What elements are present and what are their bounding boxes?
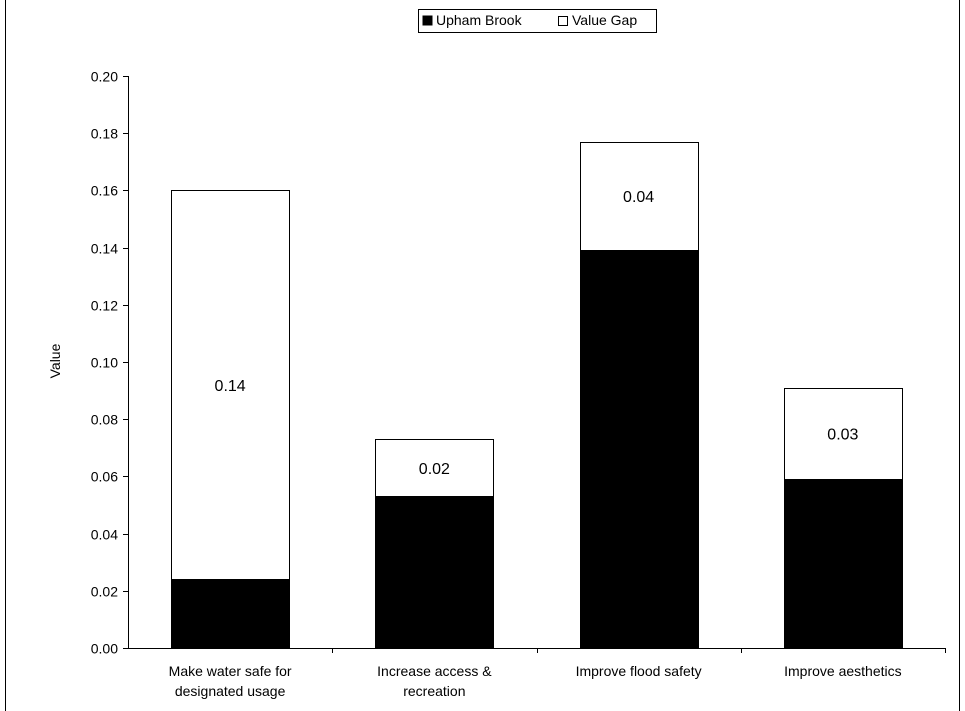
bar-value-gap xyxy=(580,142,699,251)
y-tick-label: 0.20 xyxy=(91,69,118,85)
y-tick-label: 0.12 xyxy=(91,298,118,314)
data-label: 0.04 xyxy=(623,189,654,206)
y-axis-label: Value xyxy=(47,343,63,378)
y-tick-label: 0.18 xyxy=(91,126,118,142)
y-tick-label: 0.02 xyxy=(91,584,118,600)
data-label: 0.03 xyxy=(827,427,858,444)
x-tick-label: recreation xyxy=(403,683,465,699)
legend-box xyxy=(418,9,657,33)
bar-upham-brook xyxy=(375,496,494,649)
bar-upham-brook xyxy=(580,250,699,649)
x-tick-label: Make water safe for xyxy=(169,663,292,679)
y-tick-label: 0.00 xyxy=(91,641,118,657)
y-tick-label: 0.14 xyxy=(91,241,118,257)
y-tick-label: 0.16 xyxy=(91,183,118,199)
x-tick-label: Improve flood safety xyxy=(576,663,702,679)
x-tick-label: designated usage xyxy=(175,683,286,699)
x-tick-label: Increase access & xyxy=(377,663,492,679)
bar-upham-brook xyxy=(784,479,903,649)
bar-upham-brook xyxy=(171,579,290,649)
legend-swatch-upham-brook xyxy=(422,15,433,26)
y-tick-label: 0.04 xyxy=(91,527,118,543)
x-axis-ticks: Make water safe for designated usage Incre… xyxy=(169,648,946,699)
bar-value-gap xyxy=(171,190,290,580)
y-axis-ticks: 0.00 0.02 0.04 0.06 0.08 0.10 0.12 0.14 0.16 0.18… xyxy=(91,69,128,657)
legend-swatch-value-gap xyxy=(558,16,568,26)
bar-value-gap xyxy=(784,388,903,480)
x-tick-label: Improve aesthetics xyxy=(784,663,902,679)
bars: 0.14 0.02 0.04 0.03 xyxy=(171,142,903,649)
bar-value-gap xyxy=(375,439,494,497)
y-tick-label: 0.06 xyxy=(91,469,118,485)
legend-label-value-gap: Value Gap xyxy=(572,12,637,28)
data-label: 0.14 xyxy=(215,378,246,395)
legend: Upham Brook Value Gap xyxy=(418,9,657,33)
data-label: 0.02 xyxy=(419,461,450,478)
legend-label-upham-brook: Upham Brook xyxy=(436,12,523,28)
y-tick-label: 0.10 xyxy=(91,355,118,371)
y-tick-label: 0.08 xyxy=(91,412,118,428)
